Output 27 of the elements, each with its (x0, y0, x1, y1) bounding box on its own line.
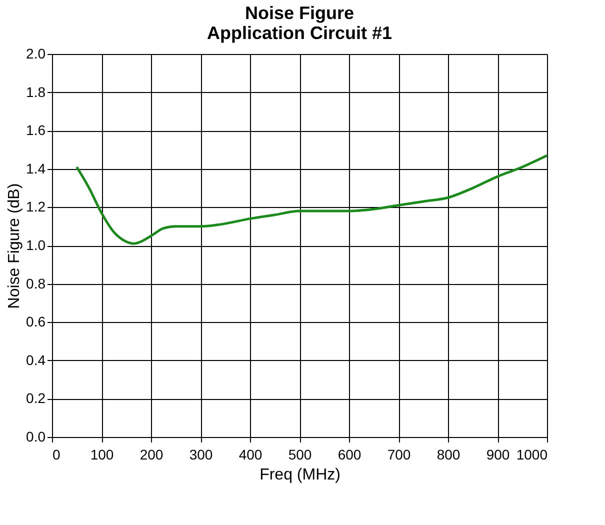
y-tick-label: 1.6 (26, 122, 46, 138)
x-tick-label: 900 (486, 446, 510, 462)
x-tick-label: 300 (189, 446, 213, 462)
x-axis-title: Freq (MHz) (260, 466, 340, 484)
y-tick-label: 0.6 (26, 314, 46, 330)
y-tick-label: 0.8 (26, 275, 46, 292)
line-series (76, 154, 548, 245)
y-tick-label: 0.0 (26, 428, 46, 444)
x-tick-label: 500 (288, 446, 312, 462)
y-tick-label: 2.0 (26, 46, 46, 62)
x-tick-label: 400 (238, 446, 262, 462)
y-tick-label: 1.0 (26, 237, 46, 253)
x-tick-label: 100 (90, 446, 114, 462)
y-tick-label: 0.2 (26, 390, 46, 406)
x-tick-label: 800 (436, 446, 460, 462)
text: Noise Figure (244, 3, 354, 23)
x-tick-label: 200 (140, 446, 164, 462)
y-tick-label: 1.2 (26, 198, 46, 215)
x-tick-label: 700 (387, 446, 411, 462)
y-axis-title: Noise Figure (dB) (6, 183, 24, 309)
x-tick-label: 1000 (516, 446, 548, 462)
y-tick-label: 1.8 (26, 84, 46, 100)
y-tick-label: 0.4 (26, 352, 46, 368)
text: Application Circuit #1 (206, 23, 392, 43)
y-tick-label: 1.4 (26, 160, 46, 176)
x-tick-label: 600 (338, 446, 362, 462)
x-tick-label: 0 (52, 446, 60, 462)
